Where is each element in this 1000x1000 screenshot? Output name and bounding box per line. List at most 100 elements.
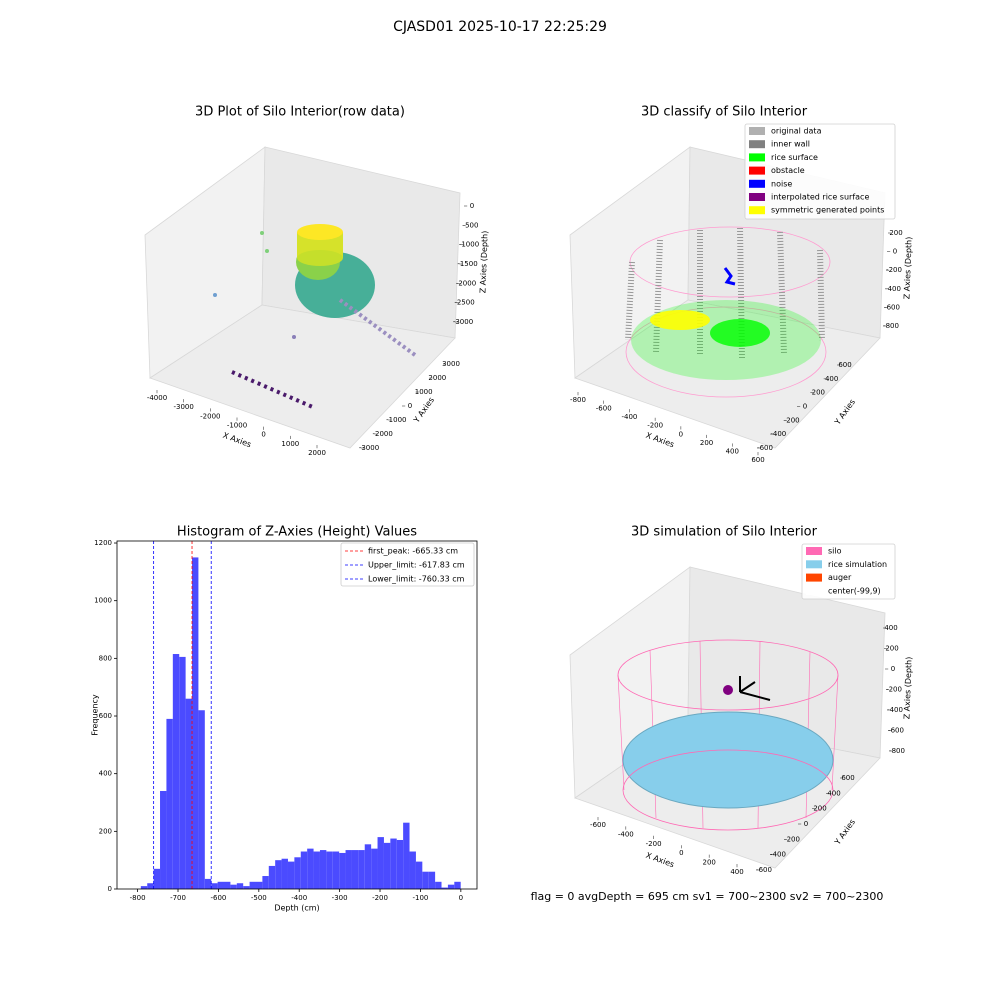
z-tick-label: 400 bbox=[884, 624, 897, 632]
y-tick-label: 0 bbox=[408, 402, 412, 410]
legend-label: obstacle bbox=[771, 166, 805, 175]
y-tick-label: -200 bbox=[784, 835, 800, 843]
z-tick-label: -1000 bbox=[459, 241, 479, 249]
x-tick-label: 200 bbox=[700, 439, 713, 447]
histogram-bar bbox=[313, 851, 320, 889]
legend-box bbox=[340, 542, 475, 587]
x-tick-label: -1000 bbox=[227, 422, 247, 430]
y-tick-label: 200 bbox=[99, 827, 112, 835]
y-tick-label: 0 bbox=[108, 885, 112, 893]
histogram-bar bbox=[160, 790, 167, 889]
x-tick-label: -200 bbox=[372, 894, 388, 902]
histogram-bar bbox=[396, 839, 404, 889]
x-tick-label: 200 bbox=[703, 859, 716, 867]
y-tick-label: -600 bbox=[756, 866, 772, 874]
z-tick-label: -2000 bbox=[456, 279, 476, 287]
y-tick-label: -600 bbox=[757, 444, 773, 452]
y-tick-label: 200 bbox=[813, 805, 826, 813]
histogram-bar bbox=[358, 850, 365, 889]
x-tick-label: 400 bbox=[730, 868, 743, 876]
x-tick-label: -100 bbox=[412, 894, 428, 902]
x-tick-label: -300 bbox=[332, 894, 348, 902]
legend-label: silo bbox=[828, 547, 842, 556]
chart-title: 3D classify of Silo Interior bbox=[641, 105, 808, 120]
x-tick-label: -800 bbox=[130, 894, 146, 902]
y-tick-label: -1000 bbox=[386, 416, 406, 424]
z-tick-label: -3000 bbox=[453, 318, 473, 326]
y-tick-label: 2000 bbox=[428, 374, 446, 382]
silo-simulation bbox=[617, 639, 839, 831]
legend-label: Upper_limit: -617.83 cm bbox=[368, 561, 465, 570]
histogram-bar bbox=[204, 878, 212, 889]
point-cloud bbox=[213, 224, 417, 410]
y-tick-label: 3000 bbox=[442, 360, 460, 368]
histogram-bar bbox=[409, 851, 416, 889]
histogram-bar bbox=[281, 858, 288, 889]
x-tick-label: -700 bbox=[170, 894, 186, 902]
y-tick-label: 600 bbox=[838, 361, 851, 369]
legend-label: first_peak: -665.33 cm bbox=[368, 547, 458, 556]
histogram-bar bbox=[249, 881, 256, 889]
legend-swatch bbox=[749, 206, 765, 215]
histogram-bar bbox=[319, 850, 327, 889]
z-tick-label: 0 bbox=[893, 248, 897, 256]
legend-swatch bbox=[806, 547, 822, 555]
y-axis-label: Frequency bbox=[91, 694, 100, 736]
x-tick-label: 0 bbox=[459, 894, 463, 902]
histogram-bar bbox=[275, 860, 282, 889]
legend-label: noise bbox=[771, 179, 792, 188]
y-tick-label: 0 bbox=[804, 820, 808, 828]
legend-swatch bbox=[806, 573, 822, 582]
histogram-bar bbox=[415, 861, 423, 889]
chart-title: 3D simulation of Silo Interior bbox=[631, 525, 818, 540]
legend-swatch bbox=[749, 166, 765, 175]
histogram-bar bbox=[422, 871, 429, 889]
x-tick-label: -400 bbox=[618, 830, 634, 838]
histogram-bar bbox=[243, 886, 250, 889]
legend-label: rice surface bbox=[771, 153, 818, 162]
histogram-bar bbox=[255, 881, 263, 889]
x-tick-label: -600 bbox=[590, 821, 606, 829]
histogram-bar bbox=[147, 883, 154, 889]
y-tick-label: 600 bbox=[99, 712, 112, 720]
histogram-bar bbox=[377, 837, 384, 889]
y-tick-label: 400 bbox=[827, 789, 840, 797]
histogram-bar bbox=[192, 557, 199, 889]
x-tick-label: -200 bbox=[647, 422, 663, 430]
y-tick-label: -3000 bbox=[359, 444, 379, 452]
z-tick-label: -600 bbox=[888, 727, 904, 735]
histogram-bar bbox=[403, 822, 410, 889]
x-tick-label: -200 bbox=[646, 840, 662, 848]
histogram-bar bbox=[185, 698, 193, 889]
y-tick-label: 400 bbox=[99, 770, 112, 778]
legend-box bbox=[744, 123, 896, 220]
histogram-bar bbox=[172, 654, 180, 889]
histogram-bar bbox=[441, 887, 448, 889]
legend-box bbox=[801, 543, 896, 600]
y-tick-label: -2000 bbox=[372, 430, 392, 438]
histogram-bar bbox=[224, 881, 231, 889]
z-tick-label: -800 bbox=[883, 322, 899, 330]
y-tick-label: -400 bbox=[770, 430, 786, 438]
legend-swatch bbox=[806, 560, 822, 569]
z-tick-label: -600 bbox=[884, 303, 900, 311]
chart-title: Histogram of Z-Axies (Height) Values bbox=[177, 525, 417, 540]
z-tick-label: -800 bbox=[889, 747, 905, 755]
x-tick-label: -4000 bbox=[147, 394, 167, 402]
chart-title: 3D Plot of Silo Interior(row data) bbox=[195, 105, 405, 120]
z-tick-label: -400 bbox=[887, 706, 903, 714]
legend-swatch bbox=[749, 140, 765, 149]
histogram-bar bbox=[332, 851, 340, 889]
legend-label: interpolated rice surface bbox=[771, 193, 869, 202]
x-tick-label: 0 bbox=[679, 849, 683, 857]
x-tick-label: -600 bbox=[210, 894, 226, 902]
histogram-bar bbox=[300, 851, 308, 889]
z-tick-label: -2500 bbox=[454, 299, 474, 307]
histogram-bar bbox=[351, 850, 359, 889]
histogram-bar bbox=[179, 656, 186, 889]
histogram-bar bbox=[153, 868, 161, 889]
legend-label: center(-99,9) bbox=[828, 586, 881, 595]
x-tick-label: 0 bbox=[261, 431, 265, 439]
histogram-bar bbox=[390, 838, 397, 889]
legend-label: original data bbox=[771, 127, 822, 136]
